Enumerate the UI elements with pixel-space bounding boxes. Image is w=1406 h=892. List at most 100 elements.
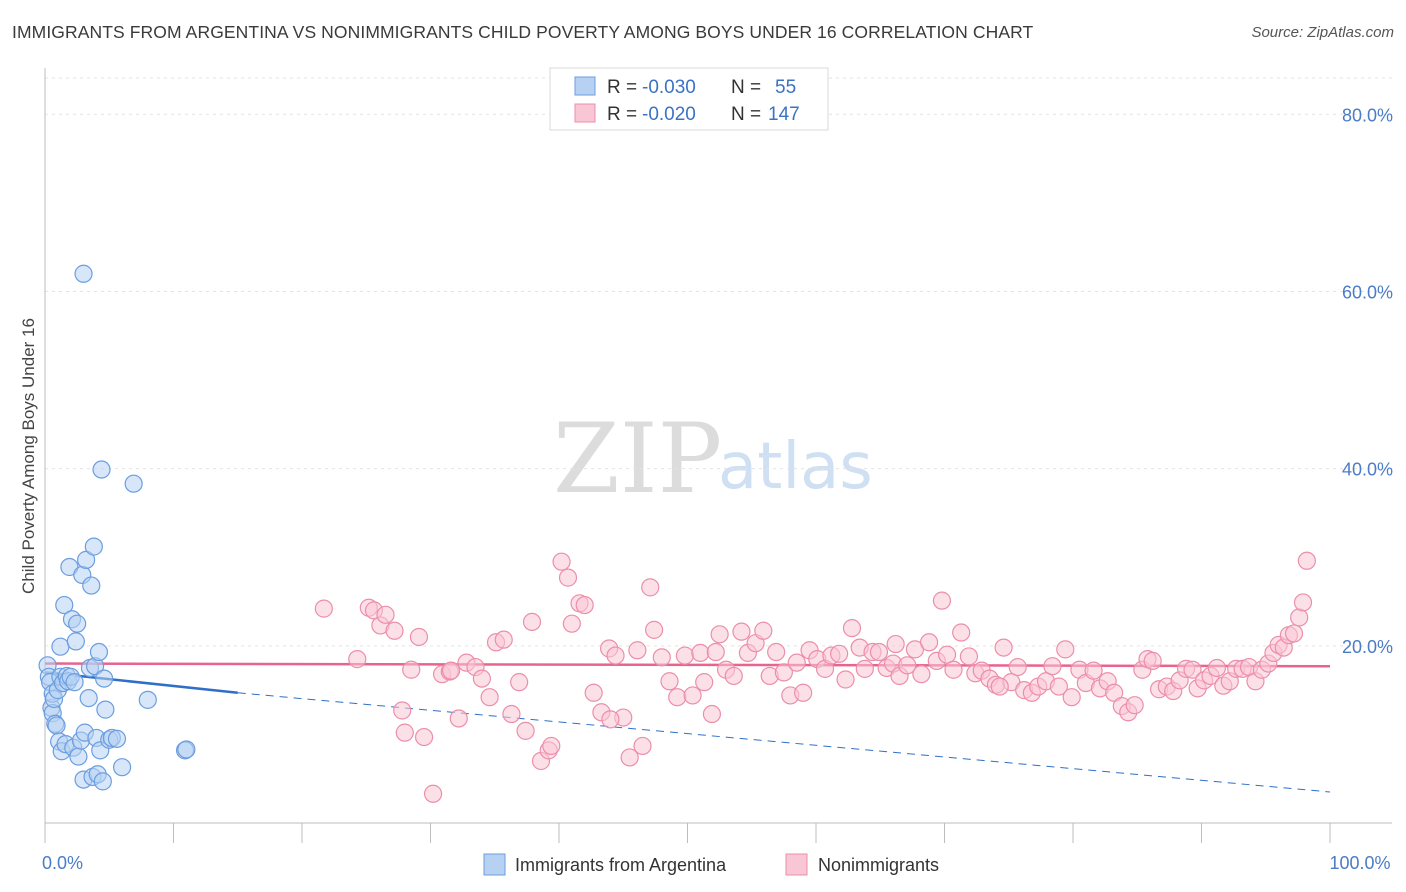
nonimmigrants-point bbox=[787, 653, 806, 672]
top-legend: R = -0.030 N = 55 R = -0.020 N = 147 bbox=[549, 67, 829, 131]
nonimmigrants-point bbox=[886, 634, 905, 654]
y-tick-label-0: 20.0% bbox=[1342, 637, 1393, 657]
nonimmigrants-point bbox=[1125, 696, 1144, 715]
nonimmigrants-point bbox=[932, 591, 952, 610]
nonimmigrants-point bbox=[644, 620, 664, 639]
legend-r-label-1: R = bbox=[607, 104, 637, 125]
argentina-point bbox=[84, 537, 103, 556]
nonimmigrants-point bbox=[606, 646, 625, 665]
argentina-point bbox=[65, 673, 84, 692]
argentina-point bbox=[93, 772, 112, 791]
nonimmigrants-point bbox=[1284, 624, 1304, 643]
nonimmigrants-point bbox=[314, 599, 333, 618]
nonimmigrants-point bbox=[575, 595, 594, 615]
argentina-point bbox=[95, 669, 114, 688]
legend-n-value-0: 55 bbox=[775, 77, 796, 98]
nonimmigrants-point bbox=[641, 578, 660, 597]
nonimmigrants-point bbox=[990, 677, 1009, 696]
nonimmigrants-point bbox=[668, 688, 687, 707]
bottom-legend-label-argentina: Immigrants from Argentina bbox=[515, 855, 727, 875]
nonimmigrants-point bbox=[409, 627, 429, 647]
legend-r-value-1: -0.020 bbox=[642, 104, 696, 125]
nonimmigrants-point bbox=[376, 605, 395, 624]
nonimmigrants-point bbox=[494, 630, 513, 649]
axis-ticks: 20.0% 40.0% 60.0% 80.0% 0.0% 100.0% bbox=[42, 105, 1393, 873]
nonimmigrants-point bbox=[912, 665, 931, 684]
nonimmigrants-point bbox=[869, 642, 889, 662]
nonimmigrants-point bbox=[522, 612, 542, 632]
nonimmigrants-point bbox=[702, 704, 722, 724]
watermark-atlas: atlas bbox=[718, 430, 873, 504]
nonimmigrants-point bbox=[395, 723, 414, 742]
nonimmigrants-point bbox=[1143, 651, 1162, 670]
gridlines bbox=[45, 77, 1392, 647]
nonimmigrants-point bbox=[767, 642, 786, 662]
y-tick-label-1: 40.0% bbox=[1342, 460, 1393, 480]
argentina-point bbox=[112, 758, 132, 777]
argentina-point bbox=[66, 632, 85, 651]
bottom-legend-swatch-argentina bbox=[483, 853, 506, 876]
argentina-point bbox=[82, 576, 101, 595]
nonimmigrants-point bbox=[423, 784, 443, 803]
nonimmigrants-point bbox=[402, 660, 421, 679]
nonimmigrants-point bbox=[584, 683, 603, 702]
legend-r-value-0: -0.030 bbox=[642, 77, 696, 98]
nonimmigrants-point bbox=[620, 748, 639, 767]
nonimmigrants-point bbox=[706, 642, 725, 662]
nonimmigrants-point bbox=[675, 646, 695, 665]
nonimmigrants-point bbox=[1183, 660, 1202, 679]
nonimmigrants-point bbox=[558, 568, 578, 587]
nonimmigrants-point bbox=[414, 727, 434, 747]
argentina-point bbox=[74, 264, 93, 283]
nonimmigrants-point bbox=[994, 638, 1013, 657]
nonimmigrants-point bbox=[732, 622, 751, 641]
argentina-point bbox=[47, 716, 66, 735]
nonimmigrants-point bbox=[502, 704, 521, 724]
nonimmigrants-point bbox=[348, 650, 367, 669]
nonimmigrants-point bbox=[842, 619, 862, 638]
legend-n-label-0: N = bbox=[731, 77, 761, 98]
argentina-point bbox=[92, 460, 111, 479]
nonimmigrants-point bbox=[691, 643, 710, 663]
nonimmigrants-point bbox=[449, 709, 468, 728]
x-tick-label-1: 100.0% bbox=[1329, 853, 1390, 873]
nonimmigrants-point bbox=[683, 686, 702, 705]
bottom-legend: Immigrants from Argentina Nonimmigrants bbox=[483, 853, 939, 876]
nonimmigrants-point bbox=[385, 621, 404, 640]
argentina-point bbox=[107, 729, 127, 748]
nonimmigrants-point bbox=[1084, 661, 1103, 680]
nonimmigrants-point bbox=[1008, 657, 1027, 677]
nonimmigrants-point bbox=[1290, 608, 1309, 627]
nonimmigrants-point bbox=[1049, 677, 1068, 696]
nonimmigrants-point bbox=[1297, 551, 1316, 570]
source-label: Source: ZipAtlas.com bbox=[1251, 24, 1394, 41]
legend-n-label-1: N = bbox=[731, 104, 761, 125]
nonimmigrants-point bbox=[724, 666, 743, 686]
nonimmigrants-point bbox=[633, 736, 652, 756]
argentina-point bbox=[96, 700, 115, 719]
nonimmigrants-point bbox=[959, 647, 979, 666]
nonimmigrants-point bbox=[516, 721, 535, 740]
bottom-legend-swatch-nonimmigrants bbox=[785, 853, 808, 876]
argentina-point bbox=[89, 642, 109, 662]
nonimmigrants-points bbox=[314, 551, 1316, 803]
x-tick-label-0: 0.0% bbox=[42, 853, 83, 873]
argentina-trend-extension bbox=[237, 692, 1331, 793]
nonimmigrants-point bbox=[944, 660, 963, 679]
nonimmigrants-point bbox=[919, 633, 939, 652]
nonimmigrants-point bbox=[754, 621, 773, 640]
nonimmigrants-point bbox=[552, 552, 571, 571]
nonimmigrants-point bbox=[542, 736, 561, 756]
nonimmigrants-point bbox=[652, 648, 671, 667]
argentina-point bbox=[68, 614, 87, 633]
nonimmigrants-point bbox=[562, 614, 581, 633]
nonimmigrants-point bbox=[441, 661, 461, 680]
nonimmigrants-point bbox=[1056, 640, 1075, 659]
nonimmigrants-point bbox=[710, 625, 729, 644]
nonimmigrants-point bbox=[855, 659, 874, 678]
nonimmigrants-point bbox=[660, 672, 679, 691]
legend-swatch-nonimmigrants bbox=[574, 103, 596, 123]
nonimmigrants-point bbox=[937, 645, 957, 664]
legend-swatch-argentina bbox=[574, 76, 596, 96]
